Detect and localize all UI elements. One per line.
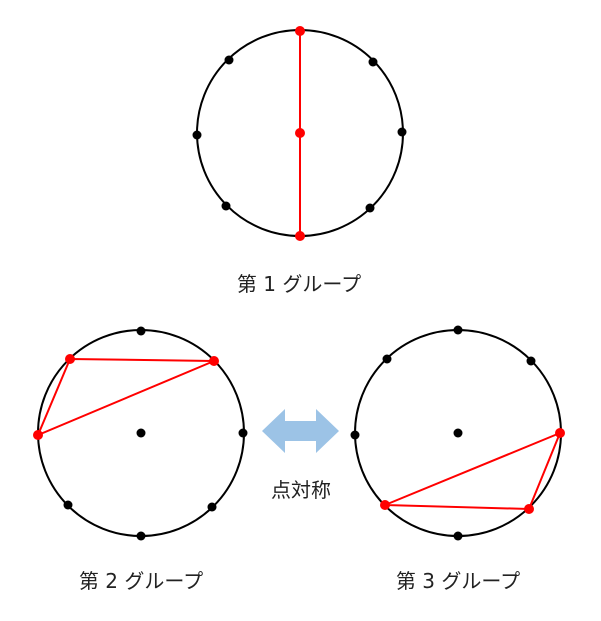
group-2-triangle [36, 357, 215, 437]
point-symmetry-label: 点対称 [271, 478, 331, 502]
group-1-label: 第 1 グループ [237, 272, 361, 296]
group-2-highlight-point [65, 354, 75, 364]
group-2-label: 第 2 グループ [79, 569, 203, 593]
group-1-point [224, 55, 234, 65]
group-1-point [368, 57, 378, 67]
double-arrow-icon [262, 409, 339, 453]
group-2-highlight-point [209, 356, 219, 366]
group-3-center-point [453, 428, 463, 438]
group-3-point [453, 325, 463, 335]
group-3-highlight-point [555, 428, 565, 438]
group-1-highlight-point [295, 26, 305, 36]
group-1-point [365, 203, 375, 213]
group-3-point [350, 430, 360, 440]
group-2-point [136, 531, 146, 541]
group-3-triangle [384, 431, 562, 511]
group-1-figure [192, 26, 407, 241]
group-3-figure [350, 325, 565, 541]
group-2-point [238, 428, 248, 438]
group-3-point [526, 356, 536, 366]
group-1-point [192, 130, 202, 140]
group-2-point [136, 326, 146, 336]
group-2-highlight-point [33, 430, 43, 440]
group-3-point [453, 531, 463, 541]
group-1-center-point [295, 128, 305, 138]
group-2-point [63, 500, 73, 510]
group-3-point [382, 354, 392, 364]
group-3-label: 第 3 グループ [396, 569, 520, 593]
group-1-point [221, 201, 231, 211]
group-3-highlight-point [380, 500, 390, 510]
group-2-point [207, 502, 217, 512]
group-3-highlight-point [524, 504, 534, 514]
group-2-center-point [136, 428, 146, 438]
group-1-point [397, 127, 407, 137]
group-2-figure [33, 326, 248, 541]
group-1-highlight-point [295, 231, 305, 241]
